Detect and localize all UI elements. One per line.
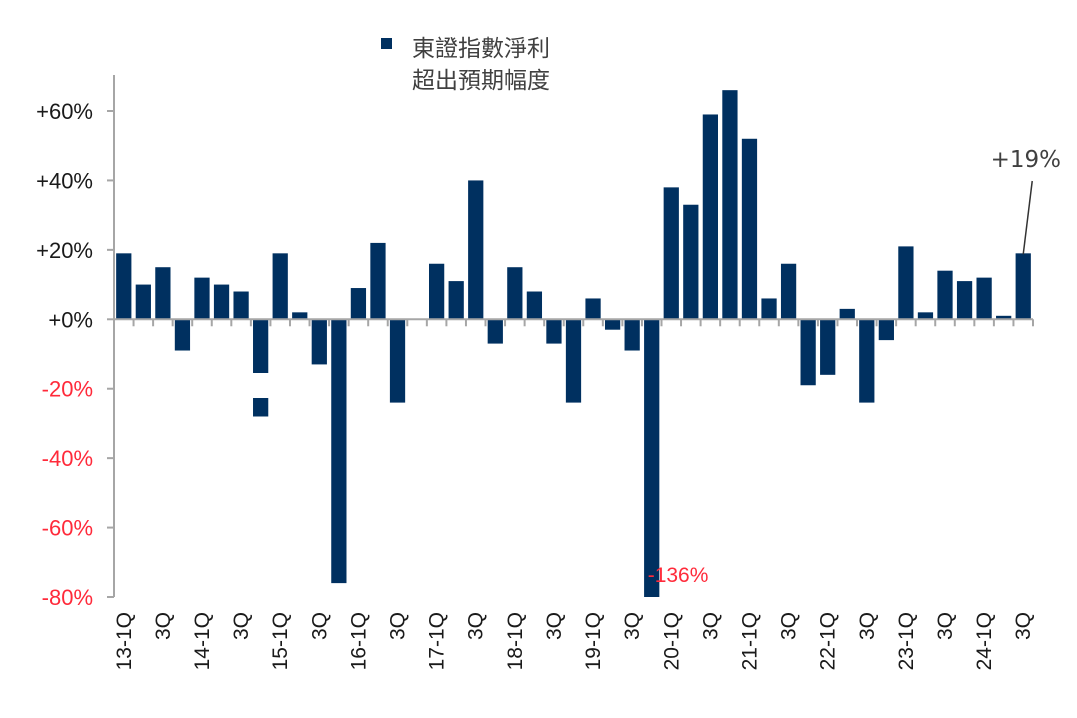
annotation-min-value: -136%	[648, 564, 709, 587]
bar-15-4Q	[331, 319, 347, 584]
x-tick-label: 3Q	[778, 612, 801, 640]
bar-13-1Q	[116, 253, 132, 320]
legend-label-line2: 超出預期幅度	[412, 68, 550, 94]
bar-24-2Q	[996, 315, 1012, 320]
bar-14-4Q	[253, 319, 269, 417]
bar-15-3Q	[311, 319, 327, 365]
bar-13-2Q	[135, 284, 151, 320]
x-tick-label: 20-1Q	[660, 612, 683, 670]
x-tick-label: 3Q	[1012, 612, 1035, 640]
bar-20-1Q	[663, 187, 679, 320]
bar-17-2Q	[448, 281, 464, 320]
bar-24-3Q	[1015, 253, 1031, 320]
bar-21-3Q	[780, 263, 797, 320]
x-axis: 13-1Q 3Q 14-1Q 3Q 15-1Q 3Q 16-1Q 3Q 17-1Q 3Q 18-1Q…	[113, 318, 1035, 670]
bar-16-3Q	[389, 319, 406, 403]
bar-15-2Q	[292, 312, 308, 320]
x-tick-label: 14-1Q	[191, 612, 214, 670]
y-tick-label: -60%	[42, 516, 93, 541]
x-tick-label: 3Q	[621, 612, 644, 640]
y-tick-label: -20%	[42, 377, 93, 402]
bar-17-4Q	[487, 319, 503, 344]
bar-20-4Q	[722, 90, 738, 320]
x-tick-label: 17-1Q	[426, 612, 449, 670]
bar-22-1Q	[820, 319, 836, 375]
bar-21-1Q	[741, 138, 758, 320]
bar-17-3Q	[468, 180, 484, 320]
bar-14-1Q	[194, 277, 210, 320]
annotation-leader-line	[1022, 180, 1033, 255]
bar-24-1Q	[976, 277, 992, 320]
bar-14-3Q	[233, 291, 249, 320]
bar-18-1Q	[507, 267, 523, 320]
bar-19-1Q	[585, 298, 601, 320]
bar-15-1Q	[272, 253, 288, 320]
y-tick-label: +40%	[36, 168, 93, 193]
bar-22-3Q	[859, 319, 875, 403]
bar-23-2Q	[917, 312, 934, 320]
y-tick-label: +0%	[48, 307, 93, 332]
bar-20-2Q	[683, 204, 699, 320]
x-tick-label: 18-1Q	[504, 612, 527, 670]
x-tick-label: 3Q	[308, 612, 331, 640]
bar-break-gap	[252, 373, 270, 398]
bar-16-2Q	[370, 242, 386, 320]
x-tick-label: 3Q	[465, 612, 488, 640]
x-tick-label: 15-1Q	[269, 612, 292, 670]
legend-swatch	[381, 38, 392, 49]
x-tick-label: 16-1Q	[347, 612, 370, 670]
y-tick-label: +20%	[36, 238, 93, 263]
x-tick-label: 3Q	[543, 612, 566, 640]
bar-18-4Q	[565, 319, 582, 403]
y-tick-label: +60%	[36, 99, 93, 124]
y-tick-label: -40%	[42, 446, 93, 471]
annotations: -136% +19%	[648, 147, 1061, 587]
bar-16-1Q	[350, 288, 367, 320]
bar-21-2Q	[761, 298, 777, 320]
legend: 東證指數淨利 超出預期幅度	[381, 36, 550, 94]
x-tick-label: 3Q	[230, 612, 253, 640]
bar-14-2Q	[213, 284, 230, 320]
bar-17-1Q	[429, 263, 445, 320]
bar-20-3Q	[702, 114, 718, 320]
x-tick-label: 21-1Q	[738, 612, 761, 670]
bar-19-4Q	[644, 319, 660, 597]
annotation-last-value: +19%	[991, 147, 1061, 173]
bar-23-4Q	[956, 281, 973, 320]
x-tick-label: 24-1Q	[973, 612, 996, 670]
bar-22-2Q	[839, 308, 855, 320]
bar-18-2Q	[526, 291, 543, 320]
bar-21-4Q	[800, 319, 816, 386]
bar-13-4Q	[174, 319, 191, 351]
x-tick-label: 3Q	[934, 612, 957, 640]
x-tick-label: 19-1Q	[582, 612, 605, 670]
y-axis: +60% +40% +20% +0% -20% -40% -60% -80%	[36, 75, 115, 610]
bars	[116, 90, 1031, 597]
y-tick-label: -80%	[42, 585, 93, 610]
bar-13-3Q	[155, 267, 171, 320]
x-tick-label: 3Q	[699, 612, 722, 640]
bar-23-1Q	[898, 246, 914, 320]
x-tick-label: 22-1Q	[817, 612, 840, 670]
bar-19-2Q	[604, 319, 621, 330]
x-tick-label: 3Q	[856, 612, 879, 640]
x-tick-label: 3Q	[387, 612, 410, 640]
x-tick-label: 23-1Q	[895, 612, 918, 670]
bar-19-3Q	[624, 319, 640, 351]
legend-label-line1: 東證指數淨利	[412, 36, 550, 62]
bar-18-3Q	[546, 319, 562, 344]
bar-23-3Q	[937, 270, 953, 320]
bar-22-4Q	[878, 319, 894, 341]
x-tick-label: 13-1Q	[113, 612, 136, 670]
x-tick-label: 3Q	[152, 612, 175, 640]
